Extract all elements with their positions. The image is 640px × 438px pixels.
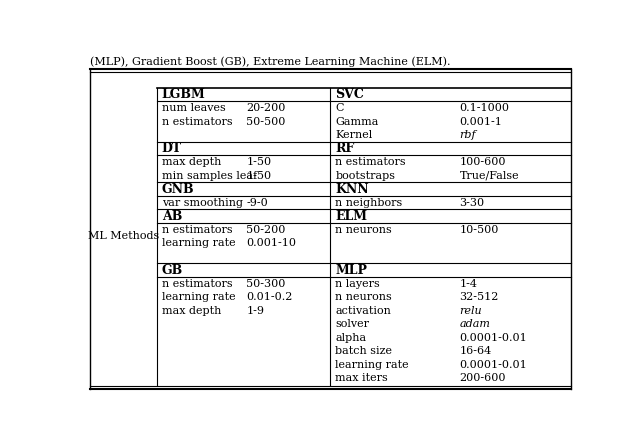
Text: LGBM: LGBM: [162, 88, 205, 101]
Text: 20-200: 20-200: [246, 103, 285, 113]
Text: True/False: True/False: [460, 171, 519, 180]
Text: batch size: batch size: [335, 346, 392, 356]
Text: MLP: MLP: [335, 264, 367, 276]
Text: n neurons: n neurons: [335, 292, 392, 302]
Text: 50-300: 50-300: [246, 279, 285, 289]
Text: 50-500: 50-500: [246, 117, 285, 127]
Text: 1-4: 1-4: [460, 279, 477, 289]
Text: RF: RF: [335, 142, 355, 155]
Text: n neurons: n neurons: [335, 225, 392, 235]
Text: adam: adam: [460, 319, 490, 329]
Text: relu: relu: [460, 306, 482, 315]
Text: ML Methods: ML Methods: [88, 231, 159, 241]
Text: KNN: KNN: [335, 183, 369, 196]
Text: 32-512: 32-512: [460, 292, 499, 302]
Text: C: C: [335, 103, 344, 113]
Text: bootstraps: bootstraps: [335, 171, 396, 180]
Text: 10-500: 10-500: [460, 225, 499, 235]
Text: max iters: max iters: [335, 373, 388, 383]
Text: solver: solver: [335, 319, 369, 329]
Text: max depth: max depth: [162, 306, 221, 315]
Text: n estimators: n estimators: [162, 279, 232, 289]
Text: AB: AB: [162, 210, 182, 223]
Text: 16-64: 16-64: [460, 346, 492, 356]
Text: learning rate: learning rate: [335, 360, 409, 370]
Text: activation: activation: [335, 306, 391, 315]
Text: 3-30: 3-30: [460, 198, 484, 208]
Text: 0.0001-0.01: 0.0001-0.01: [460, 360, 527, 370]
Text: 1-50: 1-50: [246, 157, 271, 167]
Text: 50-200: 50-200: [246, 225, 285, 235]
Text: num leaves: num leaves: [162, 103, 225, 113]
Text: alpha: alpha: [335, 332, 367, 343]
Text: min samples leaf: min samples leaf: [162, 171, 257, 180]
Text: DT: DT: [162, 142, 182, 155]
Text: ELM: ELM: [335, 210, 367, 223]
Text: 0.001-1: 0.001-1: [460, 117, 502, 127]
Text: 200-600: 200-600: [460, 373, 506, 383]
Text: n estimators: n estimators: [162, 225, 232, 235]
Text: Gamma: Gamma: [335, 117, 379, 127]
Text: n neighbors: n neighbors: [335, 198, 403, 208]
Text: 1-50: 1-50: [246, 171, 271, 180]
Text: 0.1-1000: 0.1-1000: [460, 103, 509, 113]
Text: 1-9: 1-9: [246, 306, 264, 315]
Text: -9-0: -9-0: [246, 198, 268, 208]
Text: n layers: n layers: [335, 279, 380, 289]
Text: GB: GB: [162, 264, 183, 276]
Text: var smoothing: var smoothing: [162, 198, 243, 208]
Text: rbf: rbf: [460, 130, 476, 140]
Text: (MLP), Gradient Boost (GB), Extreme Learning Machine (ELM).: (MLP), Gradient Boost (GB), Extreme Lear…: [90, 57, 451, 67]
Text: learning rate: learning rate: [162, 292, 236, 302]
Text: 0.0001-0.01: 0.0001-0.01: [460, 332, 527, 343]
Text: 0.01-0.2: 0.01-0.2: [246, 292, 292, 302]
Text: GNB: GNB: [162, 183, 195, 196]
Text: n estimators: n estimators: [335, 157, 406, 167]
Text: n estimators: n estimators: [162, 117, 232, 127]
Text: 0.001-10: 0.001-10: [246, 238, 296, 248]
Text: SVC: SVC: [335, 88, 364, 101]
Text: Kernel: Kernel: [335, 130, 372, 140]
Text: learning rate: learning rate: [162, 238, 236, 248]
Text: 100-600: 100-600: [460, 157, 506, 167]
Text: max depth: max depth: [162, 157, 221, 167]
